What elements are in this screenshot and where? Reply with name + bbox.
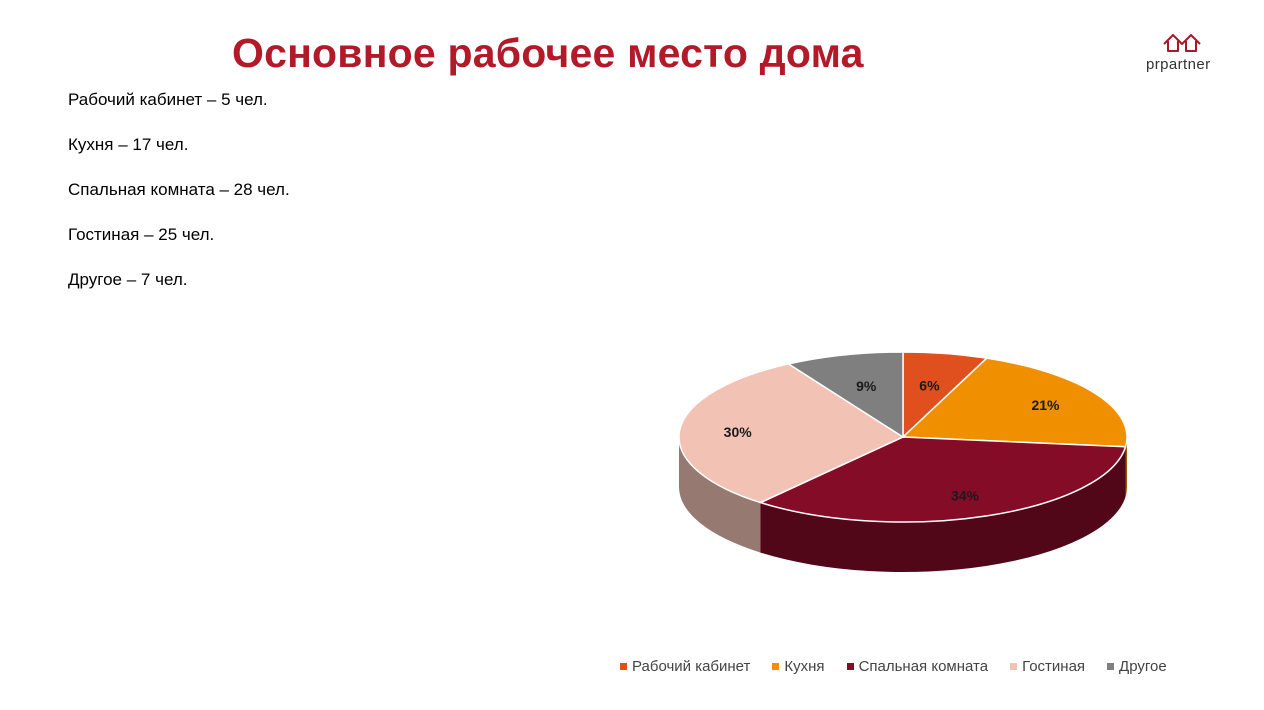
fact-item: Рабочий кабинет – 5 чел. — [68, 90, 268, 109]
fact-item: Кухня – 17 чел. — [68, 135, 189, 154]
fact-item: Другое – 7 чел. — [68, 270, 188, 289]
legend-label: Спальная комната — [858, 658, 989, 675]
legend-label: Кухня — [784, 658, 825, 675]
legend-swatch — [1010, 663, 1018, 670]
pie-side-спальная-комната — [760, 446, 1126, 572]
pie-slice-другое — [786, 351, 904, 439]
pie-chart: 6% 21% 34% 30% 9% — [678, 351, 1128, 572]
pie-side-кухня — [1125, 437, 1127, 497]
legend-item-спальная-комната: Спальная комната — [846, 658, 989, 675]
pie-side-гостиная — [679, 437, 761, 553]
house-icon — [1163, 34, 1201, 52]
legend-swatch — [1107, 663, 1115, 670]
legend-item-рабочий-кабинет: Рабочий кабинет — [620, 658, 750, 675]
facts-list: Рабочий кабинет – 5 чел. Кухня – 17 чел.… — [68, 88, 290, 313]
company-logo: prpartner — [1140, 30, 1232, 76]
pie-slice-кухня — [901, 357, 1128, 448]
legend-label: Гостиная — [1022, 658, 1086, 675]
legend-item-гостиная: Гостиная — [1010, 658, 1085, 675]
legend-label: Другое — [1119, 658, 1167, 675]
legend-item-кухня: Кухня — [772, 658, 825, 675]
legend-swatch — [620, 663, 627, 670]
slide-title: Основное рабочее место дома — [232, 30, 864, 76]
legend-swatch — [846, 663, 854, 670]
pie-label-кухня: 21% — [1031, 397, 1060, 413]
pie-slice-гостиная — [678, 363, 905, 504]
fact-item: Спальная комната – 28 чел. — [68, 180, 290, 199]
pie-label-рабочий-кабинет: 6% — [919, 377, 940, 393]
legend-label: Рабочий кабинет — [632, 658, 751, 675]
chart-legend: Рабочий кабинет Кухня Спальная комната Гост… — [620, 658, 1167, 675]
logo-text: prpartner — [1146, 56, 1211, 73]
pie-label-спальная-комната: 34% — [951, 487, 980, 503]
pie-slice-спальная-комната — [758, 436, 1127, 523]
fact-item: Гостиная – 25 чел. — [68, 225, 215, 244]
pie-label-гостиная: 30% — [724, 424, 753, 440]
legend-item-другое: Другое — [1107, 658, 1167, 675]
pie-label-другое: 9% — [856, 378, 877, 394]
legend-swatch — [772, 663, 780, 670]
